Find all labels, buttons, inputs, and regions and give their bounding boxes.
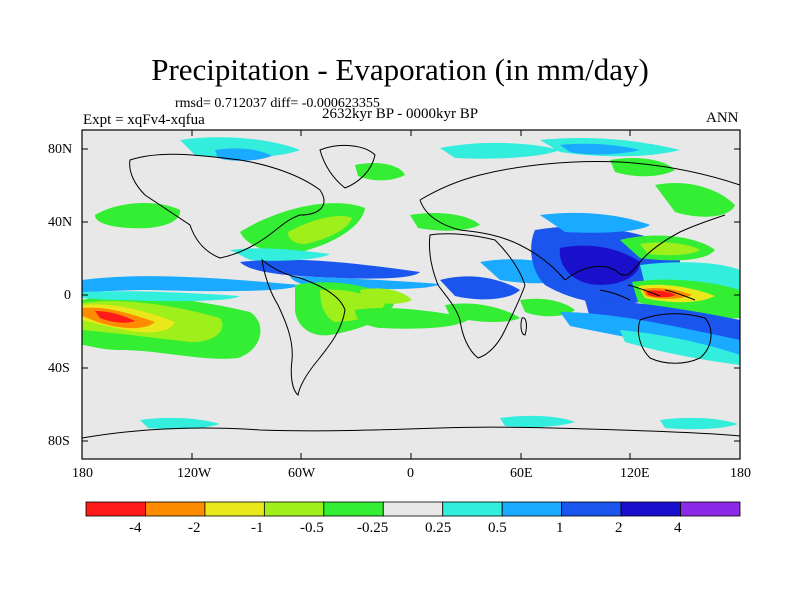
- anomaly-region: [82, 276, 300, 292]
- tick-marks: [82, 130, 740, 459]
- experiment-label: Expt = xqFv4-xqfua: [83, 112, 205, 128]
- anomaly-region: [440, 276, 520, 300]
- colorbar-level-label: -0.5: [300, 520, 324, 536]
- season-label: ANN: [706, 110, 739, 126]
- colorbar-level-label: -2: [188, 520, 201, 536]
- stats-label: rmsd= 0.712037 diff= -0.000623355: [175, 96, 380, 111]
- anomaly-region: [95, 203, 181, 229]
- colorbar-swatch: [620, 501, 681, 517]
- map-title: Precipitation - Evaporation (in mm/day): [151, 52, 649, 87]
- anomaly-region: [660, 417, 738, 430]
- colorbar-swatch: [501, 501, 563, 517]
- lat-tick-label: 80N: [48, 142, 73, 157]
- coastline-africa: [429, 233, 526, 359]
- anomaly-region: [560, 143, 640, 155]
- colorbar-swatch: [145, 501, 206, 517]
- anomaly-region: [355, 307, 470, 329]
- lon-tick-label: 180: [730, 466, 751, 481]
- colorbar-swatch: [85, 501, 146, 517]
- coastline-madagascar: [520, 317, 527, 336]
- colorbar-level-label: 2: [615, 520, 623, 536]
- colorbar-level-label: -1: [251, 520, 264, 536]
- anomaly-region: [230, 248, 330, 261]
- colorbar: [85, 501, 741, 517]
- anomaly-region: [500, 415, 575, 428]
- anomaly-region: [180, 137, 300, 158]
- coastline-eurasia: [419, 161, 740, 281]
- anomaly-region: [520, 298, 575, 317]
- lon-tick-label: 0: [407, 466, 414, 481]
- colorbar-swatch: [382, 501, 444, 517]
- anomaly-region: [585, 300, 740, 340]
- colorbar-level-label: -0.25: [357, 520, 389, 536]
- anomaly-region: [410, 213, 480, 231]
- colorbar-level-label: -4: [129, 520, 142, 536]
- colorbar-level-label: 0.5: [488, 520, 507, 536]
- lon-tick-label: 180: [72, 466, 93, 481]
- lat-tick-label: 40S: [48, 361, 70, 376]
- anomaly-region: [620, 330, 740, 365]
- lon-tick-label: 60E: [510, 466, 533, 481]
- anomaly-region: [440, 142, 560, 159]
- coastline-antarctica: [82, 426, 740, 439]
- colorbar-swatch: [323, 501, 384, 517]
- colorbar-swatch: [680, 501, 741, 517]
- anomaly-region: [445, 303, 520, 323]
- anomaly-region: [355, 163, 405, 181]
- anomaly-region: [655, 182, 735, 217]
- colorbar-swatch: [263, 501, 325, 517]
- colorbar-level-label: 0.25: [425, 520, 452, 536]
- anomaly-region: [559, 245, 640, 285]
- anomaly-region: [215, 148, 272, 161]
- anomaly-region: [540, 212, 650, 233]
- colorbar-swatch: [204, 501, 265, 517]
- coastlines: [82, 144, 740, 439]
- lat-tick-label: 40N: [48, 215, 73, 230]
- anomaly-region: [360, 288, 412, 304]
- anomaly-region: [640, 242, 700, 256]
- lon-tick-label: 120W: [177, 466, 212, 481]
- lat-tick-label: 80S: [48, 434, 70, 449]
- period-label: 2632kyr BP - 0000kyr BP: [322, 106, 479, 122]
- coastline-maritime-continent: [599, 284, 696, 301]
- anomaly-region: [646, 290, 676, 298]
- coastline-greenland: [319, 144, 376, 189]
- anomaly-region: [140, 417, 220, 430]
- colorbar-level-label: 1: [556, 520, 564, 536]
- lat-tick-label: 0: [64, 288, 71, 303]
- lon-tick-label: 120E: [620, 466, 650, 481]
- coastline-south-america: [261, 258, 346, 396]
- anomaly-fields: [82, 137, 740, 430]
- lon-tick-label: 60W: [288, 466, 316, 481]
- coastline-north-america: [129, 153, 325, 259]
- colorbar-swatch: [561, 501, 622, 517]
- anomaly-region: [288, 215, 352, 244]
- colorbar-swatch: [442, 501, 503, 517]
- colorbar-level-label: 4: [674, 520, 682, 536]
- coastline-australia: [637, 313, 712, 364]
- anomaly-region: [82, 291, 240, 302]
- anomaly-region: [95, 311, 135, 323]
